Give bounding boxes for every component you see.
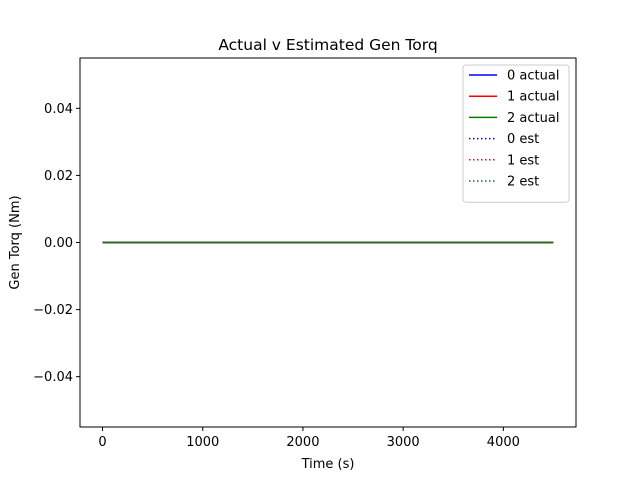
- y-tick-label: −0.04: [33, 370, 73, 385]
- x-tick-label: 4000: [487, 435, 520, 450]
- tick-layer: 0 1000 2000 3000 4000 −0.04 −0.02 0.00 0.02 0.04: [33, 102, 520, 450]
- y-axis-label: Gen Torq (Nm): [8, 195, 23, 289]
- y-tick-label: 0.00: [44, 236, 73, 251]
- legend-label: 0 actual: [507, 69, 559, 84]
- legend-label: 1 est: [507, 153, 539, 168]
- y-tick-label: 0.04: [44, 102, 73, 117]
- legend: 0 actual 1 actual 2 actual 0 est 1 est 2 est: [462, 64, 570, 203]
- x-tick-label: 2000: [286, 435, 319, 450]
- legend-label: 2 est: [507, 175, 539, 190]
- plot-border: [79, 57, 577, 428]
- legend-box: [462, 64, 570, 203]
- y-tick-label: 0.02: [44, 169, 73, 184]
- x-tick-label: 1000: [186, 435, 219, 450]
- legend-label: 2 actual: [507, 111, 559, 126]
- y-tick-label: −0.02: [33, 303, 73, 318]
- x-tick-label: 0: [98, 435, 106, 450]
- legend-label: 1 actual: [507, 90, 559, 105]
- x-axis-label: Time (s): [301, 457, 355, 472]
- legend-label: 0 est: [507, 132, 539, 147]
- chart-title: Actual v Estimated Gen Torq: [218, 36, 437, 54]
- x-tick-label: 3000: [387, 435, 420, 450]
